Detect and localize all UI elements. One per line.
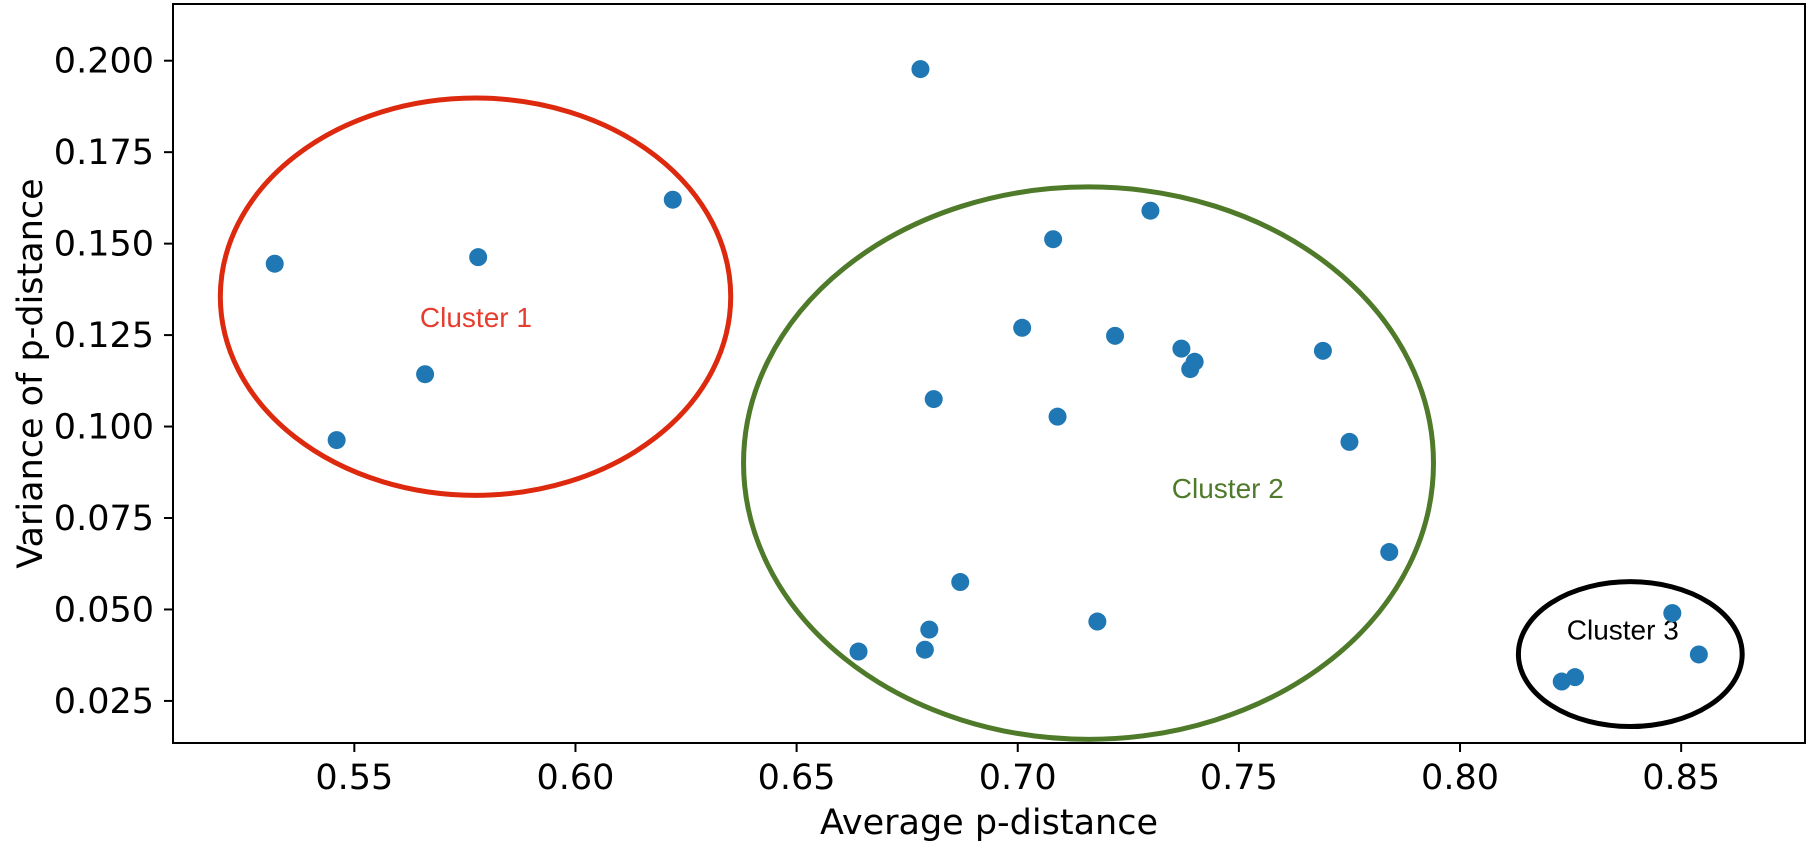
x-tick-label: 0.60 bbox=[537, 758, 615, 798]
y-tick-label: 0.125 bbox=[54, 316, 154, 356]
cluster-3-label: Cluster 3 bbox=[1567, 614, 1679, 645]
data-point bbox=[951, 573, 970, 592]
x-tick-label: 0.65 bbox=[758, 758, 836, 798]
y-tick-label: 0.150 bbox=[54, 225, 154, 265]
data-points bbox=[265, 60, 1708, 691]
cluster-2-ellipse bbox=[741, 184, 1436, 742]
y-axis: 0.025 0.050 0.075 0.100 0.125 0.150 0.175 0.200 bbox=[54, 42, 173, 722]
data-point bbox=[1380, 543, 1399, 562]
data-point bbox=[1340, 432, 1359, 451]
data-point bbox=[1088, 612, 1107, 631]
data-point bbox=[327, 431, 346, 450]
x-tick-label: 0.80 bbox=[1421, 758, 1499, 798]
data-point bbox=[1689, 645, 1708, 664]
data-point bbox=[920, 620, 939, 639]
cluster-1-ellipse bbox=[217, 95, 734, 498]
data-point bbox=[1663, 604, 1682, 623]
data-point bbox=[1172, 339, 1191, 358]
data-point bbox=[1141, 201, 1160, 220]
x-tick-label: 0.55 bbox=[315, 758, 393, 798]
data-point bbox=[663, 190, 682, 209]
cluster-2-label: Cluster 2 bbox=[1172, 473, 1284, 504]
data-point bbox=[1566, 668, 1585, 687]
data-point bbox=[1106, 326, 1125, 345]
data-point bbox=[1313, 341, 1332, 360]
data-point bbox=[1044, 230, 1063, 249]
data-point bbox=[849, 642, 868, 661]
y-tick-label: 0.050 bbox=[54, 590, 154, 630]
data-point bbox=[469, 248, 488, 267]
y-tick-label: 0.200 bbox=[54, 42, 154, 82]
cluster-3-ellipse bbox=[1515, 579, 1745, 730]
data-point bbox=[1013, 318, 1032, 337]
data-point bbox=[1048, 407, 1067, 426]
data-point bbox=[1185, 352, 1204, 371]
y-axis-title: Variance of p-distance bbox=[11, 178, 51, 568]
data-point bbox=[416, 365, 435, 384]
y-tick-label: 0.100 bbox=[54, 408, 154, 448]
data-point bbox=[911, 60, 930, 79]
data-point bbox=[265, 254, 284, 273]
x-tick-label: 0.85 bbox=[1642, 758, 1720, 798]
x-axis: 0.55 0.60 0.65 0.70 0.75 0.80 0.85 bbox=[315, 743, 1720, 798]
data-point bbox=[915, 640, 934, 659]
data-point bbox=[924, 390, 943, 409]
x-axis-title: Average p-distance bbox=[820, 803, 1158, 843]
y-tick-label: 0.075 bbox=[54, 499, 154, 539]
plot-frame bbox=[172, 3, 1806, 744]
y-tick-label: 0.025 bbox=[54, 682, 154, 722]
x-tick-label: 0.70 bbox=[979, 758, 1057, 798]
cluster-annotations: Cluster 1 Cluster 2 Cluster 3 bbox=[217, 95, 1745, 742]
cluster-1-label: Cluster 1 bbox=[420, 302, 532, 333]
x-tick-label: 0.75 bbox=[1200, 758, 1278, 798]
y-tick-label: 0.175 bbox=[54, 133, 154, 173]
